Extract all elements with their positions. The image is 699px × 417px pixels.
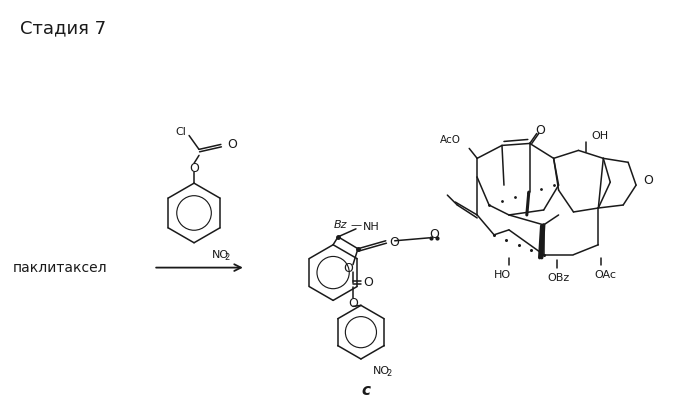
Text: 2: 2: [387, 369, 392, 378]
Text: O: O: [535, 124, 545, 137]
Text: Cl: Cl: [175, 126, 187, 136]
Text: O: O: [226, 138, 237, 151]
Text: O: O: [643, 174, 653, 187]
Text: O: O: [429, 229, 440, 241]
Text: c: c: [361, 383, 370, 398]
Text: Стадия 7: Стадия 7: [20, 19, 106, 37]
Text: O: O: [390, 236, 400, 249]
Text: NO: NO: [373, 366, 390, 376]
Text: HO: HO: [493, 269, 510, 279]
Text: O: O: [348, 297, 358, 310]
Text: 2: 2: [225, 253, 230, 262]
Text: O: O: [343, 262, 353, 275]
Text: NO: NO: [212, 250, 229, 260]
Text: AcO: AcO: [440, 136, 461, 146]
Text: паклитаксел: паклитаксел: [13, 261, 107, 275]
Text: O: O: [189, 162, 199, 175]
Text: NH: NH: [363, 222, 380, 232]
Text: —: —: [350, 220, 361, 230]
Text: OH: OH: [591, 131, 609, 141]
Text: OBz: OBz: [547, 273, 570, 283]
Text: OAc: OAc: [594, 269, 617, 279]
Text: O: O: [363, 276, 373, 289]
Text: Bz: Bz: [334, 220, 347, 230]
